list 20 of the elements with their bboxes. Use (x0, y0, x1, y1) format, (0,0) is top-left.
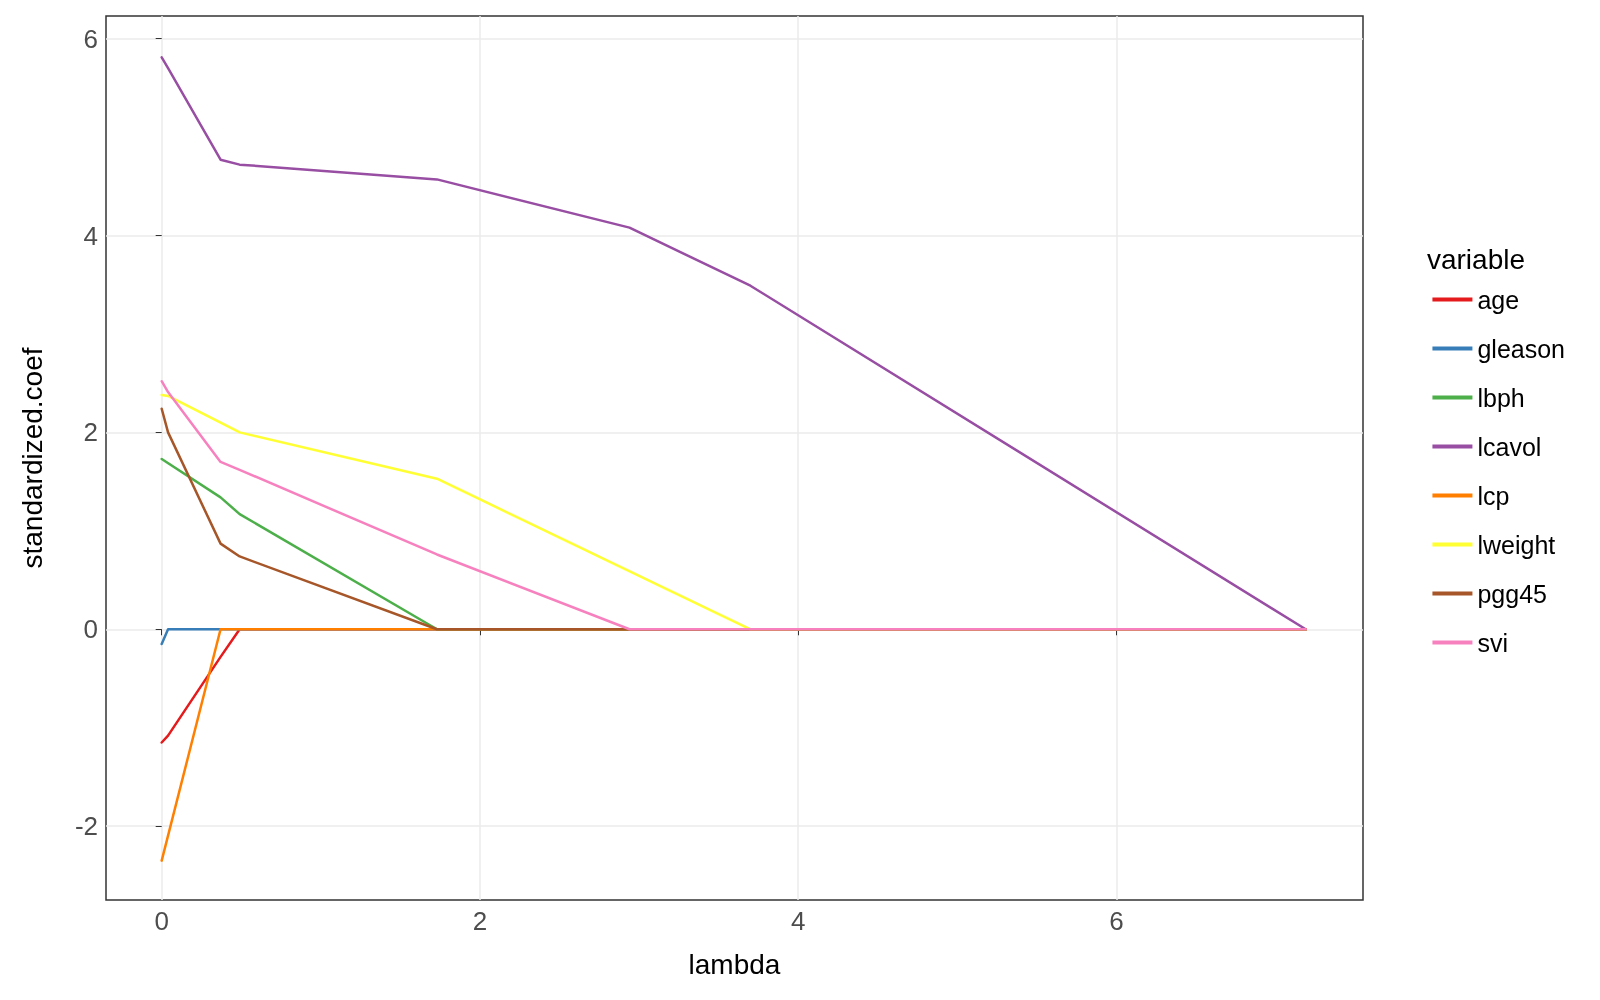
legend-label: lcp (1477, 481, 1510, 510)
legend-label: svi (1477, 628, 1508, 657)
y-axis-title: standardized.coef (16, 347, 48, 569)
x-tick-label: 2 (472, 906, 488, 936)
legend-label: gleason (1477, 334, 1565, 363)
legend-label: lbph (1477, 383, 1525, 412)
x-tick-label: 6 (1109, 906, 1124, 936)
y-tick-label: -2 (74, 811, 98, 842)
legend-label: age (1477, 285, 1520, 314)
y-tick-label: 6 (83, 23, 98, 54)
x-tick-label: 4 (790, 906, 806, 936)
x-tick-label: 0 (154, 906, 169, 936)
y-tick-label: 4 (83, 220, 98, 251)
x-axis-title: lambda (688, 948, 781, 980)
legend-label: lcavol (1477, 432, 1542, 461)
y-tick-label: 0 (83, 614, 98, 645)
legend-title: variable (1426, 243, 1526, 275)
y-tick-label: 2 (83, 417, 98, 448)
legend-label: pgg45 (1477, 579, 1547, 608)
legend-label: lweight (1477, 530, 1556, 559)
